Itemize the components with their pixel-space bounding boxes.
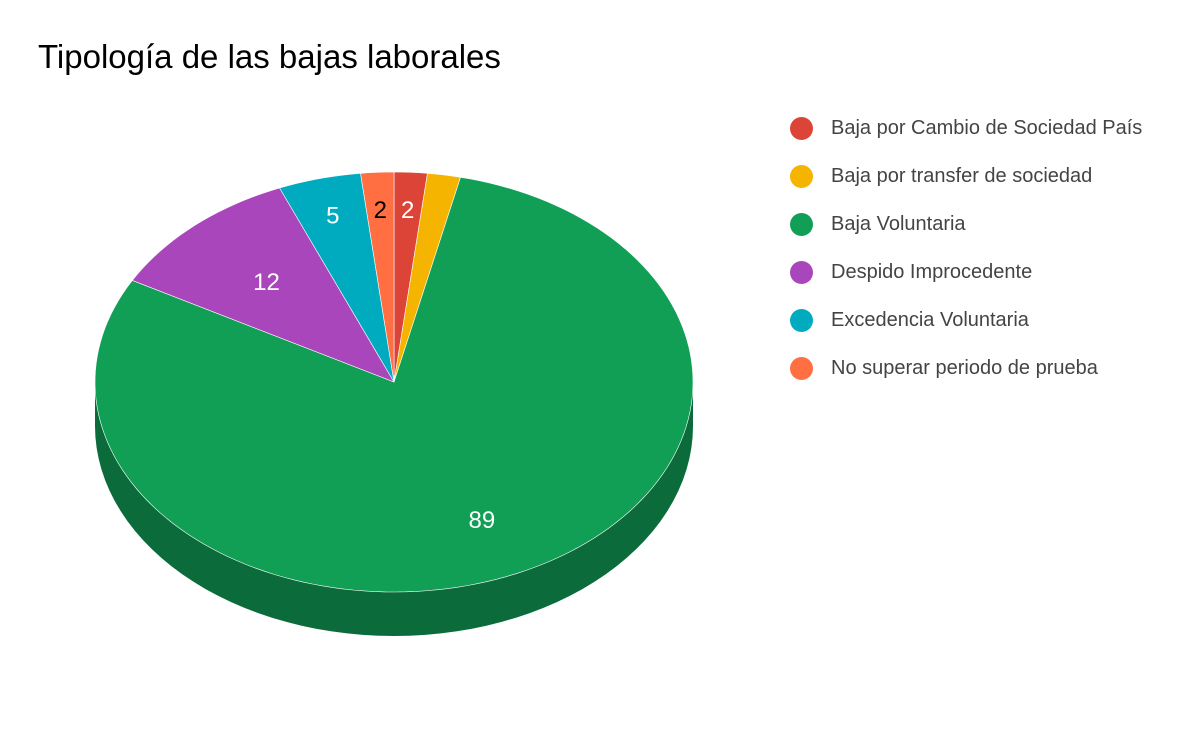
legend-label: No superar periodo de prueba	[831, 356, 1098, 379]
pie-side-3	[95, 382, 693, 636]
legend-item[interactable]: Baja por Cambio de Sociedad País	[790, 104, 1142, 152]
pie-slice-6[interactable]	[360, 171, 395, 383]
legend-swatch	[790, 116, 813, 140]
legend-item[interactable]: Despido Improcedente	[790, 248, 1142, 296]
pie-data-label-1: 2	[401, 197, 414, 224]
pie-slice-4[interactable]	[131, 187, 395, 383]
legend-label: Baja por transfer de sociedad	[831, 164, 1093, 187]
pie-slice-5[interactable]	[279, 172, 395, 383]
legend-item[interactable]: Baja Voluntaria	[790, 200, 1142, 248]
legend-item[interactable]: Excedencia Voluntaria	[790, 296, 1142, 344]
legend-swatch	[790, 308, 813, 332]
legend-swatch	[790, 164, 813, 188]
legend-label: Baja Voluntaria	[831, 212, 966, 235]
legend-label: Excedencia Voluntaria	[831, 308, 1029, 331]
legend-label: Despido Improcedente	[831, 260, 1033, 283]
chart-legend: Baja por Cambio de Sociedad País Baja por…	[790, 104, 1142, 392]
pie-data-label-3: 89	[469, 507, 496, 534]
chart-title: Tipología de las bajas laborales	[38, 38, 501, 75]
pie-slice-3[interactable]	[94, 176, 694, 593]
pie-data-labels: 2 89 12 5 2	[253, 197, 495, 534]
legend-swatch	[790, 212, 813, 236]
pie-data-label-5: 5	[326, 202, 339, 229]
pie-side-walls	[95, 382, 693, 636]
legend-label: Baja por Cambio de Sociedad País	[831, 116, 1143, 139]
legend-item[interactable]: No superar periodo de prueba	[790, 344, 1142, 392]
pie-data-label-6: 2	[374, 197, 387, 224]
pie-data-label-4: 12	[253, 269, 280, 296]
pie-slices	[94, 171, 694, 593]
legend-swatch	[790, 260, 813, 284]
legend-swatch	[790, 356, 813, 380]
legend-item[interactable]: Baja por transfer de sociedad	[790, 152, 1142, 200]
